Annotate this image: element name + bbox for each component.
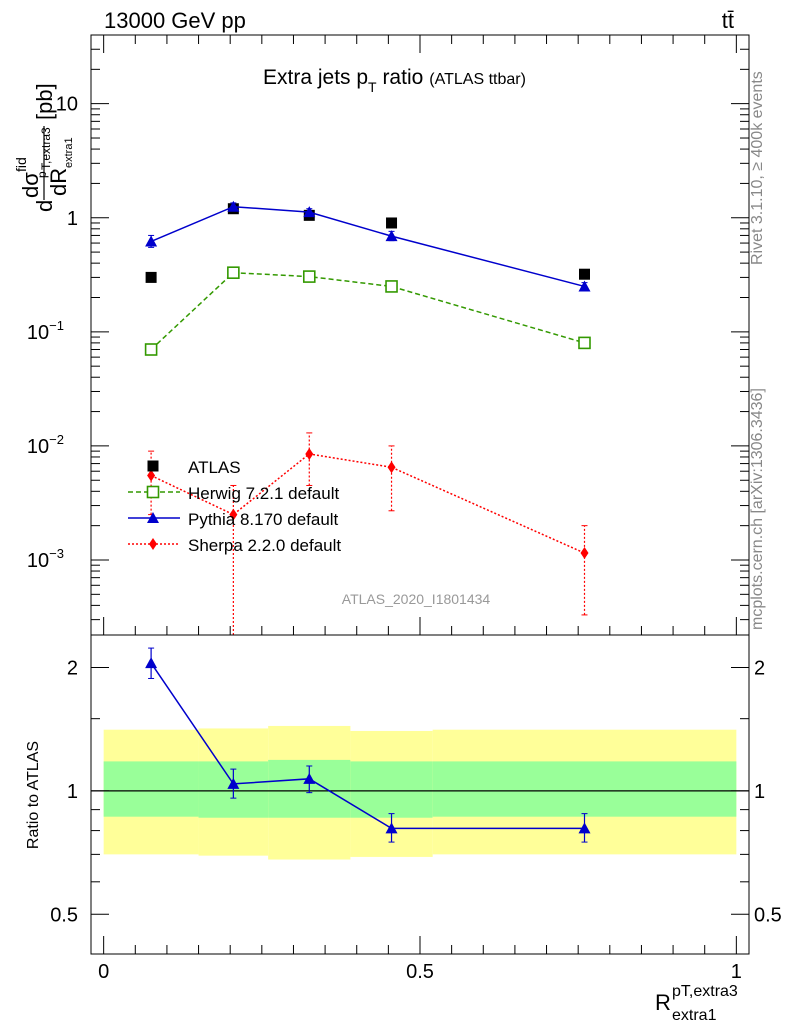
ratio-point bbox=[385, 822, 398, 834]
ylabel-d: d bbox=[32, 200, 57, 212]
inner-band bbox=[350, 761, 433, 818]
ratio-y-tick-label-right: 0.5 bbox=[754, 904, 782, 926]
data-point bbox=[305, 447, 314, 460]
ratio-point bbox=[303, 772, 316, 784]
main-y-axis-label: d dσ fid p T,extra3 dR extra1 [pb] bbox=[13, 83, 75, 212]
ratio-point bbox=[227, 777, 240, 789]
title-subscript: T bbox=[368, 79, 377, 95]
ratio-y-tick-label-left: 0.5 bbox=[50, 904, 78, 926]
main-y-tick-label: 10 bbox=[56, 94, 78, 116]
data-point bbox=[227, 200, 240, 212]
legend-marker bbox=[147, 512, 159, 523]
main-series-group bbox=[144, 200, 591, 636]
series-line bbox=[150, 271, 585, 351]
legend-entry: ATLAS bbox=[147, 458, 241, 477]
legend-entry: Pythia 8.170 default bbox=[128, 510, 339, 529]
main-axis-ticks: 10 1 10−1 10−2 10−3 bbox=[27, 34, 749, 635]
rivet-version-label: Rivet 3.1.10, ≥ 400k events bbox=[749, 71, 766, 265]
xlabel-superscript: pT,extra3 bbox=[672, 983, 738, 1000]
ylabel-p: p bbox=[35, 171, 49, 178]
ylabel-extra1: extra1 bbox=[63, 137, 75, 168]
ratio-axis-ticks: 2 2 1 1 0.5 0.5 0 0.5 1 bbox=[50, 657, 782, 983]
analysis-watermark: ATLAS_2020_I1801434 bbox=[342, 591, 491, 607]
ylabel-dR: dR bbox=[46, 168, 71, 196]
title-tail: ratio bbox=[377, 66, 424, 89]
ratio-uncertainty-bands bbox=[103, 725, 737, 860]
x-axis-label: R pT,extra3 extra1 bbox=[655, 983, 738, 1024]
process-label: tt̄ bbox=[722, 8, 734, 33]
ratio-point bbox=[578, 822, 591, 834]
legend-marker bbox=[147, 460, 159, 472]
title-note: (ATLAS ttbar) bbox=[429, 71, 526, 88]
main-y-tick-label: 1 bbox=[67, 208, 78, 230]
data-point bbox=[229, 508, 238, 521]
legend-label: Herwig 7.2.1 default bbox=[188, 484, 339, 503]
xlabel-R: R bbox=[655, 990, 671, 1015]
legend-label: ATLAS bbox=[188, 458, 241, 477]
legend-entry: Sherpa 2.2.0 default bbox=[128, 536, 341, 555]
ratio-point bbox=[145, 657, 158, 669]
data-point bbox=[227, 266, 240, 279]
main-y-tick-label: 10−3 bbox=[27, 546, 64, 572]
data-point bbox=[386, 217, 398, 229]
data-point bbox=[145, 271, 157, 283]
ratio-series-pythia bbox=[145, 647, 591, 843]
x-tick-label: 1 bbox=[731, 961, 742, 983]
data-point bbox=[147, 469, 156, 482]
xlabel-subscript: extra1 bbox=[672, 1007, 717, 1024]
data-point bbox=[145, 235, 158, 247]
x-tick-label: 0 bbox=[98, 961, 109, 983]
main-y-tick-label: 10−2 bbox=[27, 432, 64, 458]
ylabel-unit: [pb] bbox=[32, 83, 57, 120]
energy-label: 13000 GeV pp bbox=[104, 8, 246, 33]
legend: ATLAS Herwig 7.2.1 default Pythia 8.170 de… bbox=[128, 458, 341, 555]
x-tick-label: 0.5 bbox=[406, 961, 434, 983]
data-point bbox=[385, 230, 398, 242]
main-y-tick-exponent: −1 bbox=[49, 318, 64, 333]
data-point bbox=[144, 343, 158, 356]
ratio-y-tick-label-left: 1 bbox=[67, 781, 78, 803]
data-point bbox=[387, 461, 396, 474]
series-herwig bbox=[144, 266, 591, 356]
data-point bbox=[303, 206, 316, 218]
legend-entry: Herwig 7.2.1 default bbox=[128, 484, 339, 503]
main-y-tick-exponent: −2 bbox=[49, 432, 64, 447]
inner-band bbox=[432, 761, 737, 817]
data-point bbox=[580, 547, 589, 560]
main-title: Extra jets pT ratio (ATLAS ttbar) bbox=[263, 66, 526, 95]
data-point bbox=[578, 280, 591, 292]
legend-marker bbox=[146, 485, 160, 499]
ratio-y-axis-label: Ratio to ATLAS bbox=[25, 741, 42, 849]
data-point bbox=[385, 280, 398, 293]
mcplots-site-label: mcplots.cern.ch [arXiv:1306.3436] bbox=[749, 388, 766, 630]
ratio-series-group bbox=[145, 647, 591, 843]
series-pythia bbox=[145, 200, 591, 292]
ylabel-dsigma: dσ bbox=[18, 172, 43, 198]
legend-label: Sherpa 2.2.0 default bbox=[188, 536, 341, 555]
title-text: Extra jets p bbox=[263, 66, 368, 89]
series-line bbox=[150, 205, 585, 288]
data-point bbox=[579, 268, 590, 280]
ratio-y-tick-label-right: 2 bbox=[754, 657, 765, 679]
inner-band bbox=[103, 761, 199, 817]
ratio-y-tick-label-left: 2 bbox=[67, 657, 78, 679]
ylabel-pt-extra3: T,extra3 bbox=[39, 127, 53, 170]
data-point bbox=[302, 270, 316, 283]
main-y-tick-exponent: −3 bbox=[49, 546, 64, 561]
legend-label: Pythia 8.170 default bbox=[188, 510, 339, 529]
main-y-tick-label: 10−1 bbox=[27, 318, 64, 344]
legend-marker bbox=[149, 538, 157, 550]
ratio-y-tick-label-right: 1 bbox=[754, 781, 765, 803]
ylabel-fid: fid bbox=[13, 157, 29, 172]
data-point bbox=[578, 336, 591, 350]
